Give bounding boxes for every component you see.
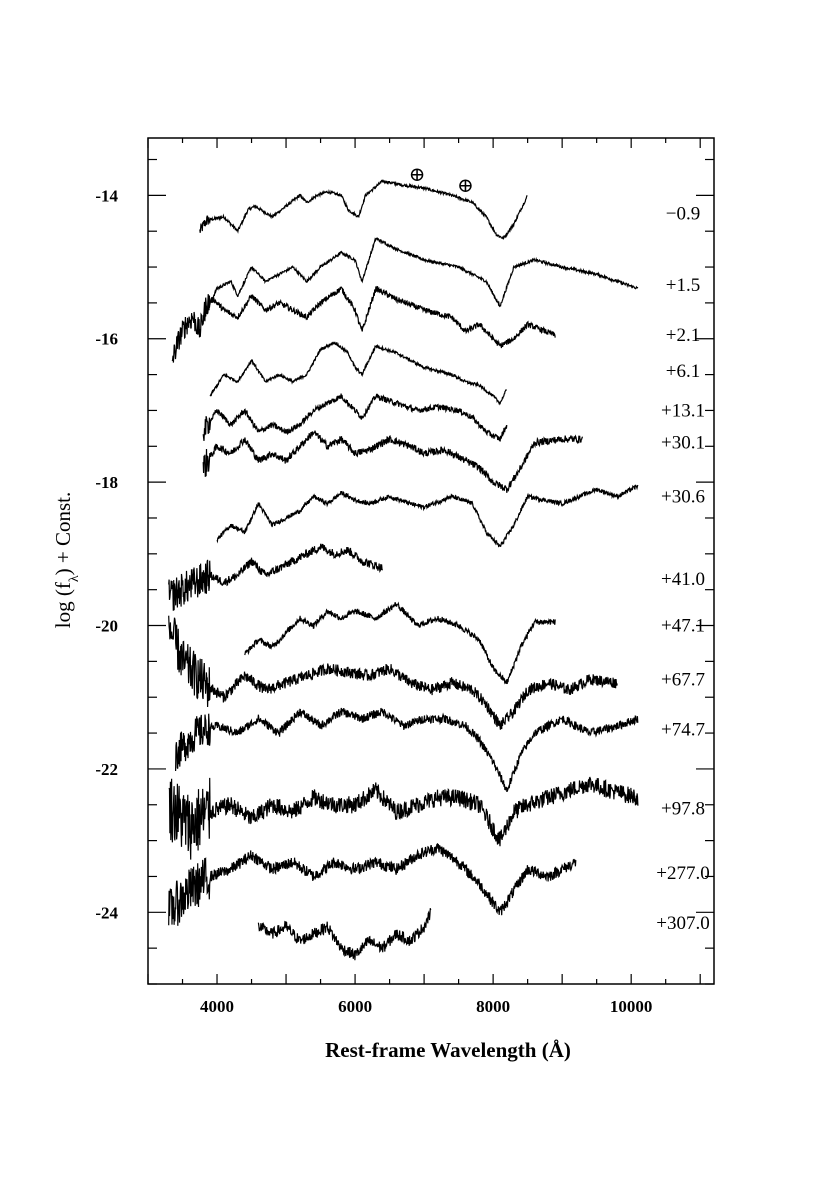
epoch-label: +97.8 <box>661 798 705 819</box>
epoch-label: +1.5 <box>666 275 700 296</box>
epoch-label: −0.9 <box>666 203 700 224</box>
axis-ticks <box>147 138 714 985</box>
spectra-layer <box>168 179 639 961</box>
epoch-label: +47.1 <box>661 616 705 637</box>
epoch-label: +30.1 <box>661 433 705 454</box>
spectrum-line <box>175 707 639 792</box>
x-axis-title: Rest-frame Wavelength (Å) <box>325 1038 571 1062</box>
epoch-label: +67.7 <box>661 669 705 690</box>
spectrum-line <box>171 285 556 363</box>
spectrum-line <box>202 430 584 493</box>
plot-frame <box>147 137 715 985</box>
spectrum-line <box>209 341 508 406</box>
x-tick-labels: 4000 6000 8000 10000 <box>200 997 652 1016</box>
spectrum-line <box>168 843 577 926</box>
y-tick-label: -18 <box>95 473 118 492</box>
y-axis-title: log (fλ) + Const. <box>51 492 82 628</box>
y-tick-label: -16 <box>95 330 118 349</box>
telluric-markers: ⊕ ⊕ <box>409 164 474 197</box>
spectrum-line <box>216 484 639 548</box>
spectrum-line <box>257 908 432 961</box>
epoch-label: +30.6 <box>661 486 705 507</box>
telluric-marker: ⊕ <box>457 175 474 197</box>
telluric-marker: ⊕ <box>409 164 426 186</box>
x-tick-label: 8000 <box>476 997 510 1016</box>
spectrum-line <box>202 393 508 442</box>
epoch-label: +74.7 <box>661 719 705 740</box>
x-tick-label: 4000 <box>200 997 234 1016</box>
spectrum-line <box>244 601 556 685</box>
spectrum-line <box>202 237 639 321</box>
y-tick-label: -22 <box>95 760 118 779</box>
epoch-label: +2.1 <box>666 325 700 346</box>
epoch-label: +13.1 <box>661 400 705 421</box>
y-tick-label: -14 <box>95 186 118 205</box>
epoch-label: +307.0 <box>656 913 709 934</box>
x-tick-label: 6000 <box>338 997 372 1016</box>
epoch-label: +277.0 <box>656 863 709 884</box>
epoch-labels: −0.9 +1.5 +2.1 +6.1 +13.1 +30.1 +30.6 +41.0 +47.… <box>656 203 709 934</box>
spectrum-line <box>199 179 528 240</box>
epoch-label: +6.1 <box>666 361 700 382</box>
y-tick-label: -20 <box>95 617 118 636</box>
spectrum-line <box>168 543 383 611</box>
epoch-label: +41.0 <box>661 569 705 590</box>
x-tick-label: 10000 <box>610 997 653 1016</box>
y-tick-label: -24 <box>95 903 118 922</box>
y-tick-labels: -14 -16 -18 -20 -22 -24 <box>95 186 118 922</box>
spectrum-line <box>168 776 639 860</box>
spectrum-line <box>168 615 618 730</box>
